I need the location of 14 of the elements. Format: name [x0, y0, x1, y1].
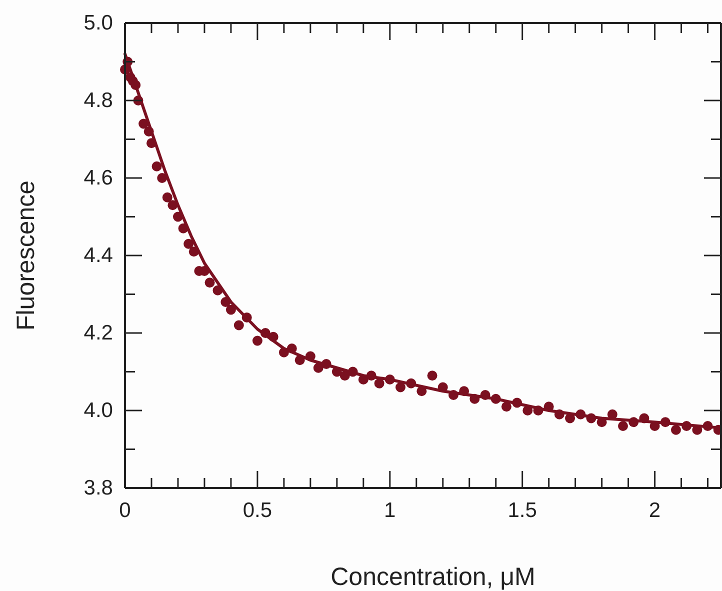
x-tick-label: 1.5 — [508, 498, 537, 522]
y-axis-title: Fluorescence — [12, 180, 40, 331]
x-tick-label: 1 — [384, 498, 396, 522]
x-tick-label: 0.5 — [242, 498, 272, 522]
y-tick-label: 4.0 — [84, 399, 113, 422]
y-tick-label: 4.6 — [84, 166, 113, 190]
x-tick-label: 2 — [648, 498, 661, 522]
y-tick-label: 4.2 — [84, 322, 113, 345]
y-tick-label: 5.0 — [84, 12, 113, 35]
x-axis-title: Concentration, μM — [330, 563, 536, 591]
y-tick-label: 4.8 — [84, 89, 113, 112]
y-tick-label: 4.4 — [84, 244, 114, 268]
y-tick-label: 3.8 — [84, 476, 113, 500]
x-tick-label: 0 — [119, 498, 131, 522]
